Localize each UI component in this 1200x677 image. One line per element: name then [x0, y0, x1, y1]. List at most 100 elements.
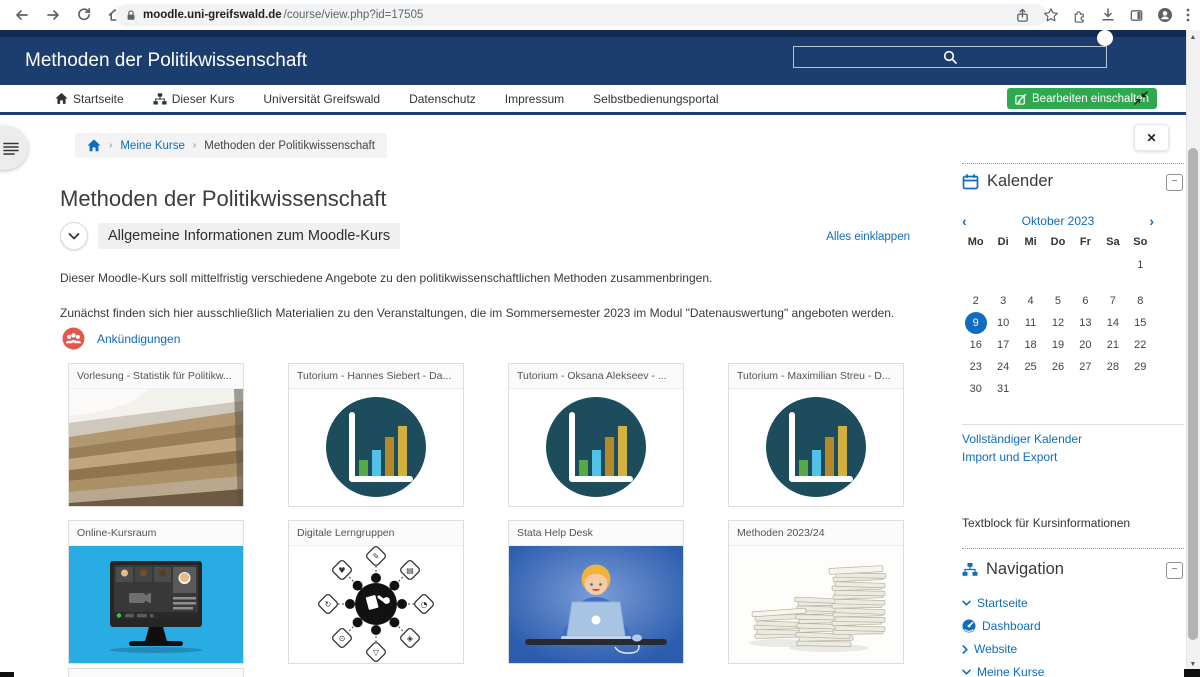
- calendar-next-icon[interactable]: ›: [1149, 213, 1154, 229]
- calendar-collapse-button[interactable]: −: [1166, 174, 1183, 191]
- profile-avatar-icon[interactable]: [1157, 7, 1173, 23]
- calendar-block-title: Kalender: [987, 172, 1054, 190]
- nav-item-selbstbedienungsportal[interactable]: Selbstbedienungsportal: [593, 91, 719, 106]
- browser-menu-dots-icon[interactable]: [1186, 7, 1190, 23]
- calendar-empty-cell: [1127, 378, 1154, 400]
- drawer-toggle-button[interactable]: [0, 126, 28, 170]
- breadcrumb-meine-kurse[interactable]: Meine Kurse: [120, 139, 185, 152]
- nav-item-impressum[interactable]: Impressum: [504, 91, 565, 106]
- edit-pencil-icon: [1015, 93, 1027, 105]
- edit-mode-button[interactable]: Bearbeiten einschalten: [1007, 88, 1157, 109]
- scrollbar-up-icon[interactable]: ▲: [1189, 34, 1197, 41]
- person-laptop-illustration: [509, 546, 683, 663]
- sitemap-icon: [962, 562, 978, 577]
- calendar-weekday: Sa: [1106, 236, 1120, 248]
- announcements-activity[interactable]: Ankündigungen: [62, 327, 180, 350]
- tile-online-kursraum[interactable]: Online-Kursraum: [68, 520, 244, 664]
- course-index-list-icon: [3, 142, 19, 155]
- tile-title: Tutorium - Hannes Siebert - Da...: [289, 364, 463, 389]
- calendar-day: 22: [1134, 339, 1147, 351]
- browser-toolbar: moodle.uni-greifswald.de/course/view.php…: [0, 0, 1200, 31]
- tile-partial-next-row[interactable]: [68, 668, 244, 677]
- tile-tutorium-streu[interactable]: Tutorium - Maximilian Streu - D...: [728, 363, 904, 507]
- tile-title: Methoden 2023/24: [729, 521, 903, 546]
- calendar-day: 17: [997, 339, 1010, 351]
- calendar-day: 4: [1027, 295, 1034, 307]
- calendar-empty-cell: [1072, 378, 1099, 400]
- calendar-day: 15: [1134, 317, 1147, 329]
- forward-icon[interactable]: [45, 7, 61, 23]
- calendar-weekday: Mo: [967, 236, 984, 248]
- tile-tutorium-alekseev[interactable]: Tutorium - Oksana Alekseev - ...: [508, 363, 684, 507]
- nav-tree-website[interactable]: Website: [962, 642, 1044, 656]
- compress-view-icon[interactable]: [1133, 90, 1149, 106]
- calendar-month-nav: ‹ Oktober 2023 ›: [962, 214, 1154, 228]
- tile-methoden-2023-24[interactable]: Methoden 2023/24: [728, 520, 904, 664]
- nav-item-uni-greifswald[interactable]: Universität Greifswald: [263, 91, 381, 106]
- calendar-day: 18: [1024, 339, 1037, 351]
- nav-item-dieser-kurs[interactable]: Dieser Kurs: [153, 92, 234, 106]
- calendar-empty-cell: [1099, 378, 1126, 400]
- back-icon[interactable]: [14, 7, 30, 23]
- section-paragraph: Dieser Moodle-Kurs soll mittelfristig ve…: [60, 271, 713, 285]
- page-scrollbar-thumb[interactable]: [1188, 148, 1198, 640]
- calendar-day: 26: [1051, 361, 1065, 373]
- reload-icon[interactable]: [76, 7, 92, 23]
- video-conference-illustration: [69, 546, 243, 663]
- calendar-day: 20: [1079, 339, 1092, 351]
- tile-digitale-lerngruppen[interactable]: Digitale Lerngruppen: [288, 520, 464, 664]
- breadcrumb-home-icon[interactable]: [87, 139, 101, 152]
- full-calendar-link[interactable]: Vollständiger Kalender: [962, 432, 1083, 446]
- navigation-collapse-button[interactable]: −: [1166, 562, 1183, 579]
- block-divider: [962, 163, 1184, 164]
- calendar-icon: [962, 173, 979, 190]
- nav-tree-dashboard[interactable]: Dashboard: [962, 619, 1044, 633]
- header-avatar-partial[interactable]: [1097, 30, 1113, 46]
- svg-text:♥: ♥: [338, 566, 345, 575]
- close-drawer-button[interactable]: ✕: [1134, 124, 1169, 151]
- calendar-day: 3: [1000, 295, 1007, 307]
- collapse-all-link[interactable]: Alles einklappen: [826, 231, 910, 243]
- nav-tree-startseite[interactable]: Startseite: [962, 596, 1044, 610]
- calendar-day: 31: [997, 383, 1010, 395]
- svg-text:◔: ◔: [421, 600, 428, 609]
- chevron-right-icon: [962, 644, 968, 654]
- calendar-day: 29: [1134, 361, 1147, 373]
- scrollbar-down-icon[interactable]: ▼: [1189, 661, 1197, 668]
- nav-tree-meine-kurse[interactable]: Meine Kurse: [962, 665, 1044, 677]
- bar-chart-logo: [729, 389, 903, 506]
- downloads-icon[interactable]: [1100, 7, 1116, 23]
- nav-item-datenschutz[interactable]: Datenschutz: [409, 91, 476, 106]
- announcements-link[interactable]: Ankündigungen: [97, 331, 181, 346]
- tile-vorlesung-statistik[interactable]: Vorlesung - Statistik für Politikw...: [68, 363, 244, 507]
- home-icon: [55, 92, 68, 105]
- tile-tutorium-siebert[interactable]: Tutorium - Hannes Siebert - Da...: [288, 363, 464, 507]
- share-icon[interactable]: [1015, 8, 1030, 23]
- search-icon: [943, 50, 957, 64]
- calendar-day: 25: [1024, 361, 1037, 373]
- calendar-empty-cell: [1044, 378, 1071, 400]
- extensions-puzzle-icon[interactable]: [1072, 8, 1087, 23]
- collaboration-network-illustration: ◔ ◈ ▽ ⊙ ↻ ♥ ✎ ▤: [289, 546, 463, 663]
- calendar-block-header: Kalender: [962, 172, 1053, 191]
- calendar-day: 24: [997, 361, 1010, 373]
- gauge-icon: [962, 619, 976, 633]
- url-host: moodle.uni-greifswald.de: [143, 9, 282, 21]
- split-screen-icon[interactable]: [1129, 8, 1144, 23]
- section-collapse-button[interactable]: [60, 222, 88, 250]
- breadcrumb-separator: ›: [192, 140, 197, 151]
- import-export-link[interactable]: Import und Export: [962, 450, 1058, 464]
- section-paragraph: Zunächst finden sich hier ausschließlich…: [60, 306, 895, 320]
- address-bar[interactable]: moodle.uni-greifswald.de/course/view.php…: [115, 4, 1047, 26]
- calendar-day: 21: [1106, 339, 1119, 351]
- bar-chart-logo: [509, 389, 683, 506]
- search-input[interactable]: [793, 46, 1107, 68]
- close-icon: ✕: [1146, 130, 1157, 145]
- tile-stata-help-desk[interactable]: Stata Help Desk: [508, 520, 684, 664]
- nav-item-startseite[interactable]: Startseite: [55, 92, 124, 106]
- navigation-block-title: Navigation: [986, 560, 1064, 578]
- bookmark-star-icon[interactable]: [1043, 7, 1059, 23]
- calendar-prev-icon[interactable]: ‹: [962, 213, 967, 229]
- calendar-day: 23: [969, 361, 982, 373]
- url-path: /course/view.php?id=17505: [283, 9, 424, 21]
